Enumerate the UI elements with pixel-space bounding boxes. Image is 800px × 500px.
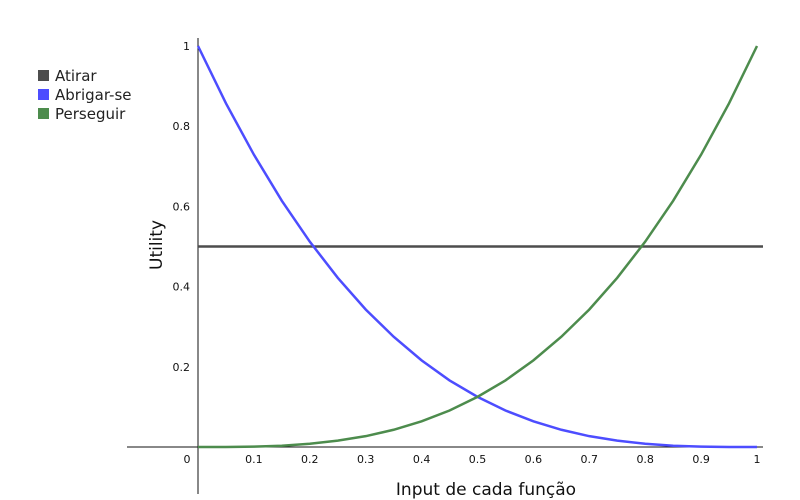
origin-tick-label: 0 — [184, 453, 191, 466]
legend-swatch-abrigar-se — [38, 89, 49, 100]
y-tick-label: 0.2 — [173, 361, 191, 374]
x-tick-label: 0.2 — [301, 453, 319, 466]
series-lines — [196, 45, 763, 449]
legend-label-abrigar-se: Abrigar-se — [55, 85, 132, 104]
legend-item-atirar: Atirar — [38, 66, 132, 85]
y-axis-label: Utility — [147, 220, 167, 270]
legend-swatch-perseguir — [38, 108, 49, 119]
x-tick-label: 0.1 — [245, 453, 263, 466]
x-tick-label: 0.5 — [469, 453, 487, 466]
axes — [127, 38, 763, 494]
x-axis-label: Input de cada função — [396, 480, 576, 500]
x-tick-label: 0.8 — [636, 453, 654, 466]
legend-label-perseguir: Perseguir — [55, 104, 126, 123]
y-tick-label: 0.8 — [173, 120, 191, 133]
legend-swatch-atirar — [38, 70, 49, 81]
y-tick-label: 0.4 — [173, 281, 191, 294]
x-tick-label: 0.7 — [581, 453, 599, 466]
x-tick-label: 0.9 — [692, 453, 710, 466]
legend-item-perseguir: Perseguir — [38, 104, 132, 123]
legend-item-abrigar-se: Abrigar-se — [38, 85, 132, 104]
x-tick-label: 0.6 — [525, 453, 543, 466]
x-tick-label: 1 — [754, 453, 761, 466]
x-tick-label: 0.3 — [357, 453, 375, 466]
legend-label-atirar: Atirar — [55, 66, 97, 85]
x-tick-label: 0.4 — [413, 453, 431, 466]
series-line-perseguir — [197, 45, 759, 449]
y-tick-label: 1 — [183, 40, 190, 53]
tick-labels: 0.1 0.2 0.3 0.4 0.5 0.6 0.7 0.8 0.9 1 0.2 0.4 0.6 0.8… — [173, 40, 761, 466]
y-tick-label: 0.6 — [173, 200, 191, 213]
legend: Atirar Abrigar-se Perseguir — [38, 66, 132, 123]
